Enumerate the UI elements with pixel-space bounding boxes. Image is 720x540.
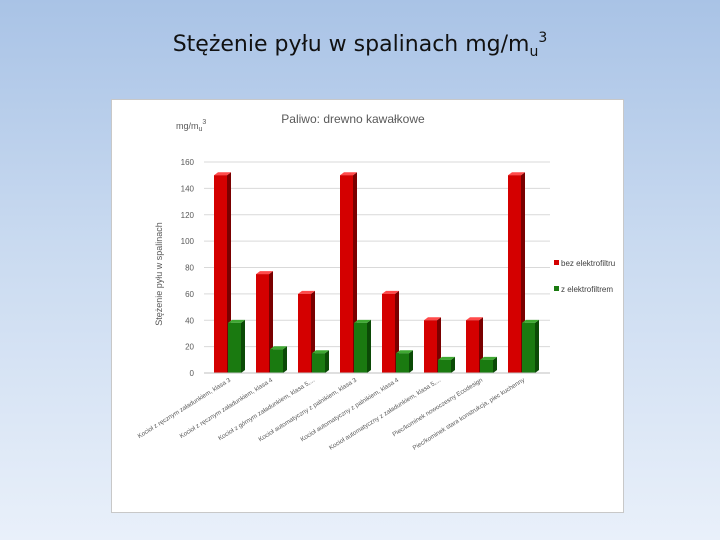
y-axis-label: Stężenie pyłu w spalinach xyxy=(154,222,164,326)
slide-title: Stężenie pyłu w spalinach mg/mu3 xyxy=(0,30,720,60)
bar-top xyxy=(508,172,525,176)
bar-front xyxy=(214,175,227,373)
bar-side xyxy=(241,319,245,373)
bar xyxy=(214,172,231,373)
y-tick-label: 120 xyxy=(181,211,195,220)
bar-side xyxy=(535,319,539,373)
bar xyxy=(256,271,273,373)
y-tick-label: 0 xyxy=(190,369,195,378)
bar-front xyxy=(340,175,353,373)
bar-front xyxy=(270,349,283,373)
unit-label-text: mg/m xyxy=(176,121,199,131)
chart-frame: Paliwo: drewno kawałkowe mg/mu3 Stężenie… xyxy=(111,99,624,513)
bar-front xyxy=(354,322,367,373)
unit-label: mg/mu3 xyxy=(176,119,206,133)
legend-swatch xyxy=(554,286,559,291)
bar-side xyxy=(325,350,329,373)
bar-top xyxy=(382,290,399,294)
bar-front xyxy=(424,320,437,373)
unit-label-sub: u xyxy=(199,126,203,133)
y-tick-label: 100 xyxy=(181,237,195,246)
bar-side xyxy=(493,356,497,373)
bar-front xyxy=(312,353,325,373)
bar-top xyxy=(466,317,483,321)
unit-label-sup: 3 xyxy=(202,119,206,126)
bar-chart: Paliwo: drewno kawałkowe mg/mu3 Stężenie… xyxy=(137,112,616,452)
bar xyxy=(424,317,441,373)
bar-top xyxy=(354,319,371,323)
bar-top xyxy=(270,346,287,350)
bar xyxy=(270,346,287,373)
bar-front xyxy=(466,320,479,373)
bar-front xyxy=(438,359,451,373)
bar-top xyxy=(340,172,357,176)
bar xyxy=(480,356,497,373)
bar-front xyxy=(298,293,311,373)
bar xyxy=(354,319,371,373)
y-tick-label: 60 xyxy=(185,290,194,299)
bar-top xyxy=(522,319,539,323)
bar-top xyxy=(438,356,455,360)
bar xyxy=(228,319,245,373)
bar-front xyxy=(396,353,409,373)
bar-side xyxy=(367,319,371,373)
bar xyxy=(438,356,455,373)
bar-front xyxy=(522,322,535,373)
bar xyxy=(298,290,315,373)
slide-title-text: Stężenie pyłu w spalinach mg/m xyxy=(172,32,530,57)
bar-side xyxy=(269,271,273,373)
bar-side xyxy=(451,356,455,373)
bar-top xyxy=(424,317,441,321)
legend-swatch xyxy=(554,260,559,265)
slide-title-subscript: u xyxy=(529,44,539,60)
bar-top xyxy=(312,350,329,354)
bar-top xyxy=(480,356,497,360)
y-tick-label: 80 xyxy=(185,264,194,273)
bar-front xyxy=(480,359,493,373)
y-tick-label: 20 xyxy=(185,343,194,352)
y-tick-label: 160 xyxy=(181,158,195,167)
y-tick-label: 140 xyxy=(181,184,195,193)
bar xyxy=(396,350,413,373)
bar-side xyxy=(409,350,413,373)
bar-front xyxy=(382,293,395,373)
slide-title-superscript: 3 xyxy=(538,30,548,46)
bar-top xyxy=(214,172,231,176)
legend-label: bez elektrofiltru xyxy=(561,259,615,268)
legend-label: z elektrofiltrem xyxy=(561,285,613,294)
bar-top xyxy=(228,319,245,323)
bar-front xyxy=(228,322,241,373)
bar-top xyxy=(396,350,413,354)
bar-top xyxy=(298,290,315,294)
bar-top xyxy=(256,271,273,275)
bar xyxy=(522,319,539,373)
bar xyxy=(312,350,329,373)
bar-front xyxy=(256,274,269,373)
bar-side xyxy=(283,346,287,373)
bar-front xyxy=(508,175,521,373)
chart-title: Paliwo: drewno kawałkowe xyxy=(281,112,425,126)
y-tick-label: 40 xyxy=(185,316,194,325)
